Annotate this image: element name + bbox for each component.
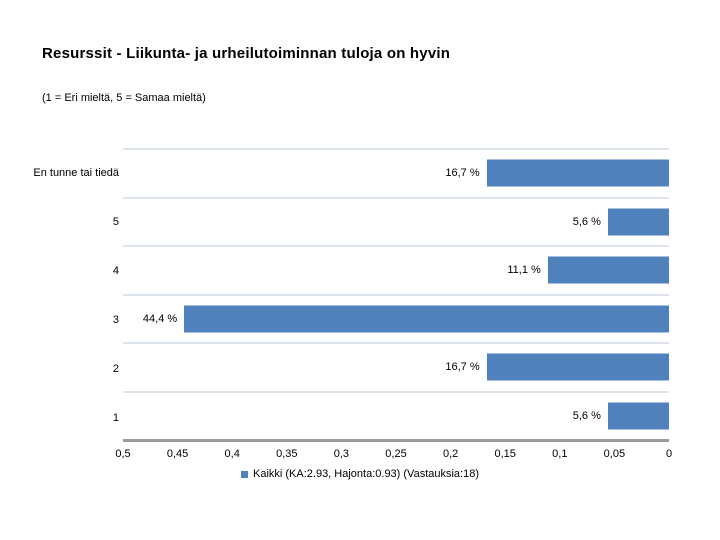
bar-row: 5,6 %: [123, 390, 669, 440]
x-tick-label: 0,3: [333, 448, 350, 460]
x-tick-label: 0,05: [603, 448, 626, 460]
x-tick-label: 0,1: [552, 448, 568, 460]
bar-value-label: 11,1 %: [507, 264, 541, 277]
category-label: 3: [112, 313, 119, 326]
bar: [486, 159, 669, 187]
bar-value-label: 16,7 %: [445, 167, 480, 180]
bar-value-label: 5,6 %: [572, 409, 601, 422]
chart-subtitle: (1 = Eri mieltä, 5 = Samaa mieltä): [42, 92, 206, 104]
category-label: En tunne tai tiedä: [33, 166, 119, 179]
legend-label: Kaikki (KA:2.93, Hajonta:0.93) (Vastauks…: [252, 468, 480, 480]
category-label: 2: [112, 362, 119, 375]
x-tick-label: 0,25: [385, 448, 407, 460]
bar: [547, 256, 669, 284]
bar: [607, 208, 669, 236]
x-tick-label: 0,45: [166, 448, 189, 460]
bar-value-label: 5,6 %: [572, 215, 601, 228]
x-tick-label: 0,5: [115, 448, 131, 460]
x-tick-label: 0,2: [442, 448, 459, 460]
category-axis: En tunne tai tiedä 5 4 3 2 1: [0, 148, 119, 442]
bar-value-label: 16,7 %: [445, 361, 480, 374]
bar-value-label: 44,4 %: [142, 312, 178, 325]
category-label: 5: [112, 215, 119, 228]
legend: Kaikki (KA:2.93, Hajonta:0.93) (Vastauks…: [0, 468, 720, 480]
bar: [607, 402, 669, 430]
legend-marker-icon: [240, 470, 248, 478]
x-axis: 0,5 0,45 0,4 0,35 0,3 0,25 0,2 0,15 0,1 0,05 0: [115, 448, 673, 462]
bar: [184, 305, 669, 333]
bar-chart-plot-area: 16,7 % 5,6 % 11,1 % 44,4 % 16,7 % 5,6 %: [123, 148, 669, 442]
x-tick-label: 0: [665, 448, 673, 460]
bar-row: 11,1 %: [123, 245, 669, 294]
x-tick-label: 0,4: [224, 448, 240, 460]
category-label: 1: [112, 411, 119, 424]
x-tick-label: 0,15: [494, 448, 516, 460]
bar-row: 16,7 %: [123, 148, 669, 197]
category-label: 4: [112, 264, 119, 277]
bar-row: 16,7 %: [123, 342, 669, 391]
bar-row: 44,4 %: [123, 293, 669, 343]
page-title: Resurssit - Liikunta- ja urheilutoiminna…: [42, 45, 451, 62]
bar: [486, 353, 669, 381]
x-tick-label: 0,35: [276, 448, 298, 460]
bar-row: 5,6 %: [123, 196, 669, 246]
